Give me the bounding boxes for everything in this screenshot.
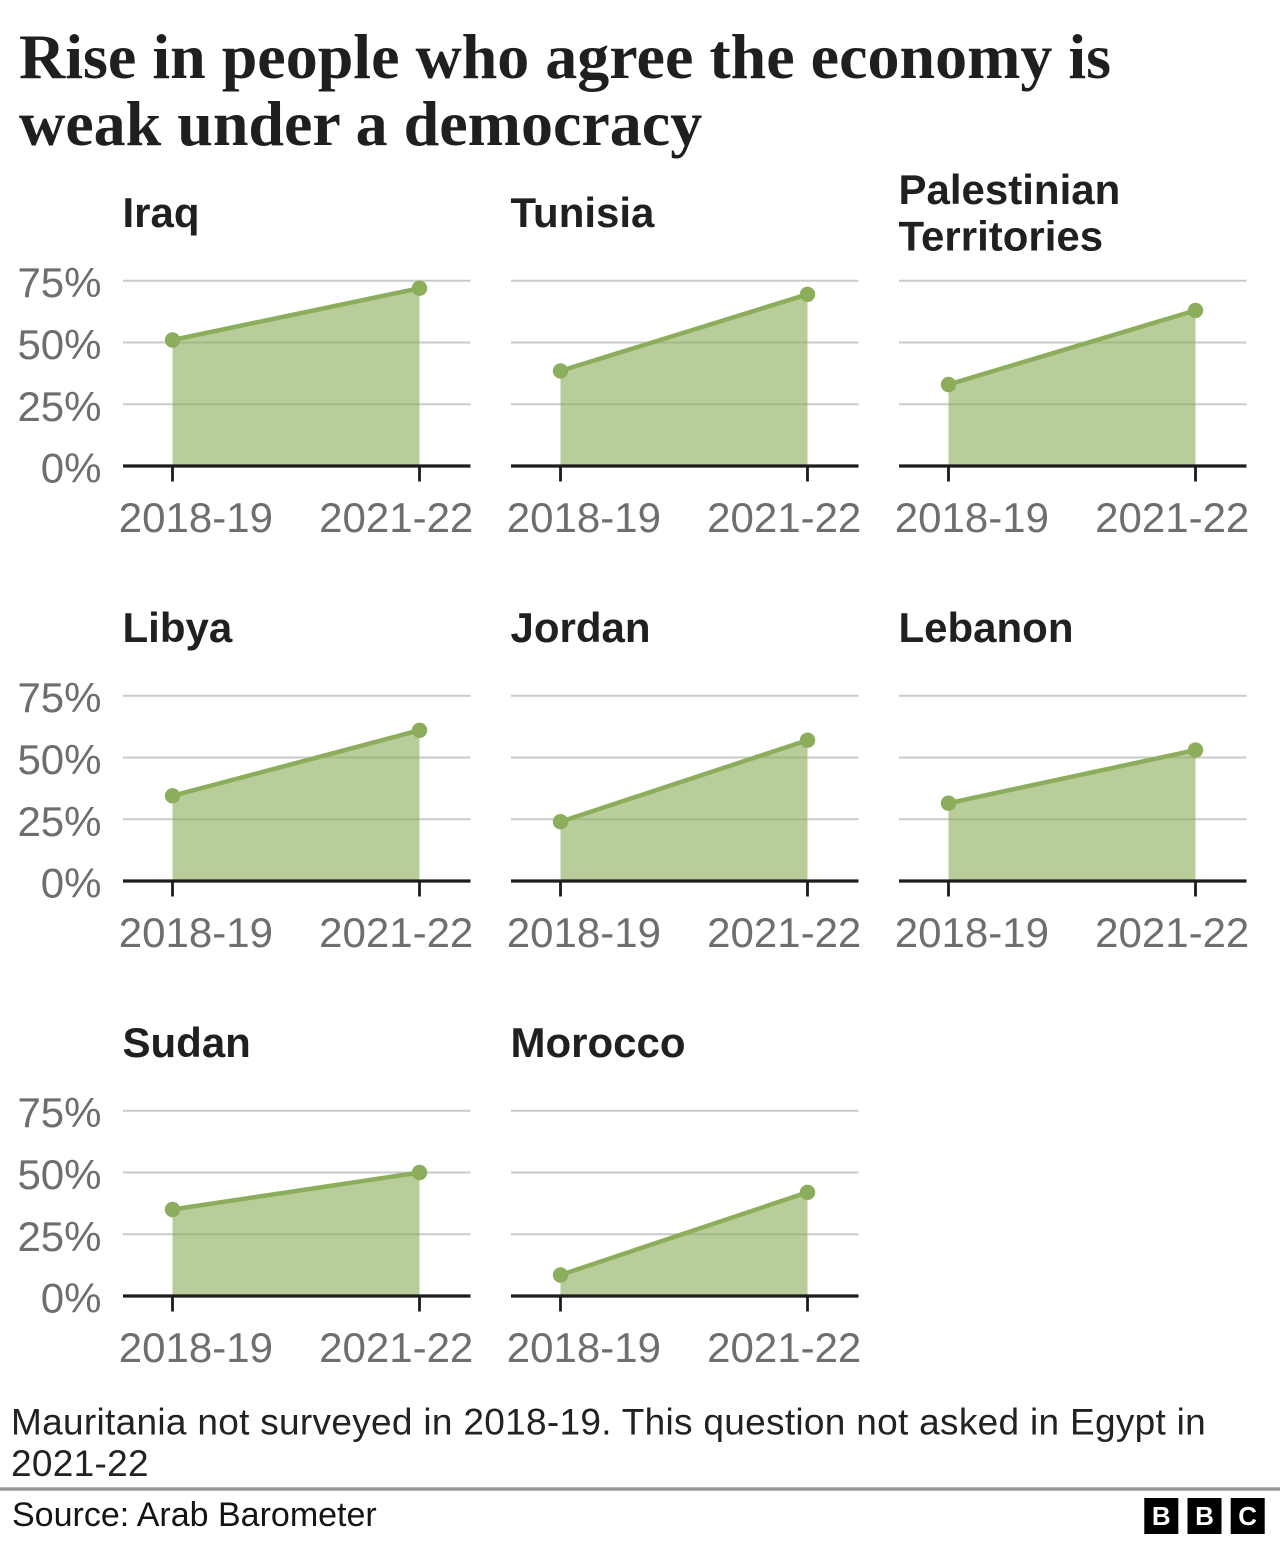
svg-text:2018-19: 2018-19 [895, 909, 1049, 956]
svg-text:2021-22: 2021-22 [707, 494, 861, 541]
svg-text:0%: 0% [41, 860, 102, 907]
svg-text:Palestinian: Palestinian [899, 166, 1121, 213]
svg-text:Morocco: Morocco [511, 1019, 686, 1066]
svg-text:2018-19: 2018-19 [119, 1324, 273, 1371]
svg-text:2021-22: 2021-22 [319, 909, 473, 956]
svg-text:50%: 50% [17, 1151, 101, 1198]
svg-text:25%: 25% [17, 798, 101, 845]
svg-text:2021-22: 2021-22 [707, 1324, 861, 1371]
svg-text:2018-19: 2018-19 [507, 909, 661, 956]
svg-text:75%: 75% [17, 674, 101, 721]
svg-text:Jordan: Jordan [511, 604, 651, 651]
svg-text:2021-22: 2021-22 [707, 909, 861, 956]
svg-text:Rise in people who agree the e: Rise in people who agree the economy is [19, 21, 1111, 92]
svg-text:2021-22: 2021-22 [319, 1324, 473, 1371]
svg-text:75%: 75% [17, 259, 101, 306]
svg-text:50%: 50% [17, 736, 101, 783]
svg-text:0%: 0% [41, 1275, 102, 1322]
svg-text:2021-22: 2021-22 [1095, 909, 1249, 956]
svg-text:2021-22: 2021-22 [11, 1443, 149, 1484]
svg-text:Lebanon: Lebanon [899, 604, 1074, 651]
svg-text:2021-22: 2021-22 [1095, 494, 1249, 541]
svg-text:75%: 75% [17, 1089, 101, 1136]
svg-text:0%: 0% [41, 445, 102, 492]
svg-text:2018-19: 2018-19 [507, 1324, 661, 1371]
svg-text:Libya: Libya [123, 604, 233, 651]
svg-text:2018-19: 2018-19 [895, 494, 1049, 541]
svg-text:B: B [1195, 1501, 1214, 1531]
svg-text:2018-19: 2018-19 [507, 494, 661, 541]
svg-text:2018-19: 2018-19 [119, 494, 273, 541]
svg-text:Tunisia: Tunisia [511, 189, 656, 236]
svg-text:Mauritania not surveyed in 201: Mauritania not surveyed in 2018-19. This… [11, 1402, 1206, 1443]
svg-text:B: B [1152, 1501, 1171, 1531]
svg-text:Sudan: Sudan [123, 1019, 251, 1066]
svg-text:25%: 25% [17, 1213, 101, 1260]
svg-text:Territories: Territories [899, 212, 1104, 259]
svg-text:25%: 25% [17, 383, 101, 430]
svg-text:50%: 50% [17, 321, 101, 368]
svg-text:C: C [1238, 1501, 1257, 1531]
svg-text:weak under a democracy: weak under a democracy [19, 88, 702, 159]
svg-text:2021-22: 2021-22 [319, 494, 473, 541]
svg-text:Source: Arab Barometer: Source: Arab Barometer [12, 1496, 377, 1534]
svg-text:2018-19: 2018-19 [119, 909, 273, 956]
svg-text:Iraq: Iraq [123, 189, 200, 236]
